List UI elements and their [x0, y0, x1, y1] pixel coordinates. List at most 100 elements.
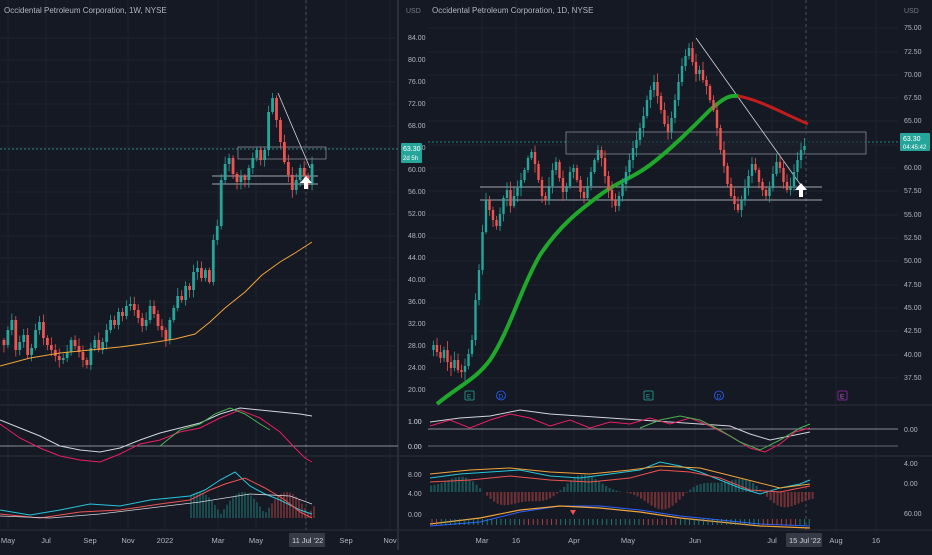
candle-body	[145, 320, 148, 326]
left-price-scale-label: 24.00	[408, 365, 426, 372]
left-currency-label: USD	[406, 8, 421, 15]
candle-body	[628, 160, 630, 172]
right-osc2-low: 0.00	[408, 512, 422, 519]
right-price-scale-label: 72.50	[904, 49, 922, 56]
candle-body	[572, 168, 574, 172]
candle-body	[474, 300, 476, 340]
right-price-scale-label: 40.00	[904, 352, 922, 359]
candle-body	[698, 70, 700, 74]
svg-text:E: E	[467, 394, 472, 401]
candle-body	[89, 348, 92, 365]
left-price-scale-label: 56.00	[408, 189, 426, 196]
candle-body	[478, 270, 480, 300]
candle-body	[460, 370, 462, 372]
candle-body	[113, 320, 116, 325]
right-current-date: 15 Jul '22	[789, 536, 821, 545]
candle-body	[695, 62, 697, 74]
candle-body	[291, 175, 294, 190]
right-resistance-box	[566, 132, 866, 154]
candle-body	[244, 176, 247, 180]
candle-body	[506, 190, 508, 198]
candle-body	[42, 322, 45, 338]
candle-body	[471, 340, 473, 354]
candle-body	[684, 56, 686, 66]
candle-body	[768, 188, 770, 196]
candle-body	[558, 162, 560, 178]
left-price-scale-label: 28.00	[408, 343, 426, 350]
candle-body	[299, 168, 302, 180]
candle-body	[157, 314, 160, 326]
candle-body	[607, 176, 609, 190]
candle-body	[660, 96, 662, 110]
left-time-label: Sep	[339, 536, 352, 545]
candle-body	[495, 220, 497, 226]
candle-body	[105, 330, 108, 342]
right-osc2-right-mid: 0.00	[904, 481, 918, 488]
candle-body	[737, 204, 739, 210]
candle-body	[492, 210, 494, 220]
candle-body	[7, 330, 10, 345]
left-price-scale-label: 32.00	[408, 321, 426, 328]
candle-body	[22, 335, 25, 342]
candle-body	[635, 140, 637, 148]
right-time-label: May	[621, 536, 635, 545]
left-price-scale-label: 52.00	[408, 211, 426, 218]
candle-body	[467, 354, 469, 366]
candle-body	[765, 190, 767, 196]
candle-body	[593, 160, 595, 172]
candle-body	[192, 272, 195, 290]
candle-body	[176, 296, 179, 308]
left-price-scale-label: 80.00	[408, 57, 426, 64]
candle-body	[54, 350, 57, 356]
candle-body	[200, 268, 203, 278]
candle-body	[562, 178, 564, 192]
candle-body	[18, 342, 21, 350]
candle-body	[513, 196, 515, 206]
candle-body	[803, 146, 805, 150]
candle-body	[271, 98, 274, 112]
candle-body	[793, 172, 795, 186]
candle-body	[82, 352, 85, 360]
candle-body	[642, 116, 644, 128]
candle-body	[129, 304, 132, 306]
left-time-label: 2022	[157, 536, 174, 545]
right-price-tag-value: 63.30	[903, 136, 921, 143]
candle-body	[488, 200, 490, 210]
candle-body	[534, 152, 536, 164]
right-price-scale-label: 45.00	[904, 305, 922, 312]
candle-body	[66, 352, 69, 358]
candle-body	[775, 162, 777, 174]
candle-body	[604, 158, 606, 176]
right-osc3-right: 60.00	[904, 511, 922, 518]
candle-body	[30, 348, 33, 355]
candle-body	[14, 320, 17, 350]
candle-body	[212, 240, 215, 282]
candle-body	[726, 166, 728, 184]
candle-body	[646, 100, 648, 116]
candle-body	[544, 196, 546, 200]
svg-text:E: E	[646, 394, 651, 401]
candle-body	[747, 176, 749, 188]
svg-text:E: E	[840, 394, 845, 401]
candle-body	[259, 150, 262, 160]
candle-body	[579, 180, 581, 192]
candle-body	[70, 340, 73, 352]
candle-body	[153, 306, 156, 314]
candle-body	[432, 345, 434, 350]
left-price-scale-label: 40.00	[408, 277, 426, 284]
left-price-scale-label: 48.00	[408, 233, 426, 240]
candle-body	[125, 306, 128, 316]
svg-text:D: D	[499, 394, 504, 401]
candle-body	[97, 340, 100, 350]
left-price-scale-label: 84.00	[408, 35, 426, 42]
candle-body	[597, 150, 599, 160]
candle-body	[247, 168, 250, 180]
left-time-label: May	[1, 536, 15, 545]
candle-body	[618, 196, 620, 206]
candle-body	[275, 98, 278, 120]
candle-body	[240, 176, 243, 182]
candle-body	[688, 48, 690, 56]
right-osc2-top: 8.00	[408, 472, 422, 479]
candle-body	[723, 150, 725, 166]
